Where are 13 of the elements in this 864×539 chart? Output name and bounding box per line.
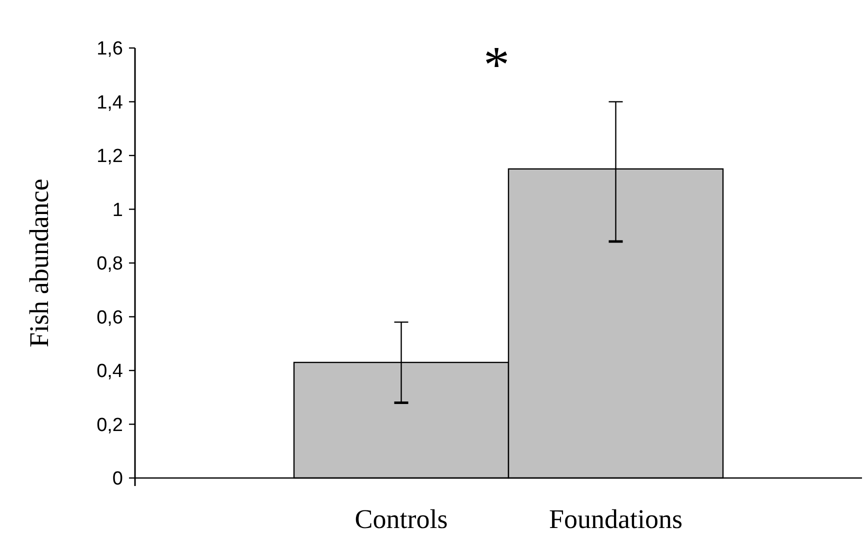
y-tick-label: 0,6: [96, 307, 123, 328]
y-tick-label: 0,8: [96, 254, 123, 275]
x-tick-label: Foundations: [548, 504, 683, 534]
y-axis-title: Fish abundance: [24, 178, 54, 348]
y-tick-label: 1: [112, 200, 123, 221]
annotation: *: [484, 37, 510, 94]
y-tick-label: 0,2: [96, 414, 123, 436]
x-tick-label: Controls: [354, 504, 448, 534]
y-tick-label: 1,4: [96, 92, 124, 114]
y-tick-label: 0,4: [96, 361, 124, 382]
y-tick-label: 0: [112, 468, 123, 490]
y-tick-label: 1,2: [96, 146, 123, 168]
y-tick-label: 1,6: [96, 38, 123, 60]
